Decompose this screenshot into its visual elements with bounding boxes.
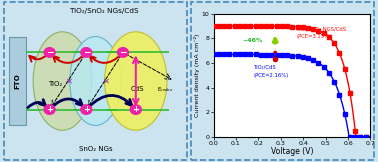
Bar	[4, 2, 187, 160]
Text: TiO₂/SnO₂ NGs/CdS: TiO₂/SnO₂ NGs/CdS	[70, 8, 139, 14]
Text: +: +	[46, 105, 53, 114]
Text: FTO: FTO	[14, 73, 20, 89]
Circle shape	[44, 105, 55, 114]
Ellipse shape	[70, 37, 121, 125]
Circle shape	[81, 105, 92, 114]
Text: TiO₂: TiO₂	[48, 81, 62, 87]
Text: SnO₂ NGs: SnO₂ NGs	[79, 146, 112, 152]
Text: TiO₂/CdS: TiO₂/CdS	[254, 65, 277, 70]
Text: (PCE=2.16%): (PCE=2.16%)	[254, 73, 289, 78]
Text: −: −	[46, 48, 53, 57]
Text: −: −	[82, 48, 90, 57]
Circle shape	[81, 48, 92, 57]
Text: ✕: ✕	[103, 76, 110, 86]
Text: ✕: ✕	[66, 76, 73, 86]
FancyBboxPatch shape	[9, 37, 26, 125]
Text: −: −	[119, 48, 127, 57]
Ellipse shape	[105, 32, 167, 130]
Circle shape	[130, 105, 141, 114]
X-axis label: Voltage (V): Voltage (V)	[271, 147, 313, 156]
Text: +: +	[132, 105, 139, 114]
Circle shape	[118, 48, 129, 57]
Ellipse shape	[33, 32, 92, 130]
Text: +: +	[83, 105, 90, 114]
Y-axis label: Current density (mA cm⁻²): Current density (mA cm⁻²)	[194, 34, 200, 117]
Text: TiO₂/SnO₂ NGS/CdS: TiO₂/SnO₂ NGS/CdS	[296, 26, 347, 31]
Circle shape	[44, 48, 55, 57]
Text: CdS: CdS	[131, 86, 144, 92]
Text: ~46%: ~46%	[243, 38, 263, 43]
Text: E$_{redox}$: E$_{redox}$	[157, 85, 174, 94]
Text: (PCE=3.15%): (PCE=3.15%)	[296, 34, 332, 39]
